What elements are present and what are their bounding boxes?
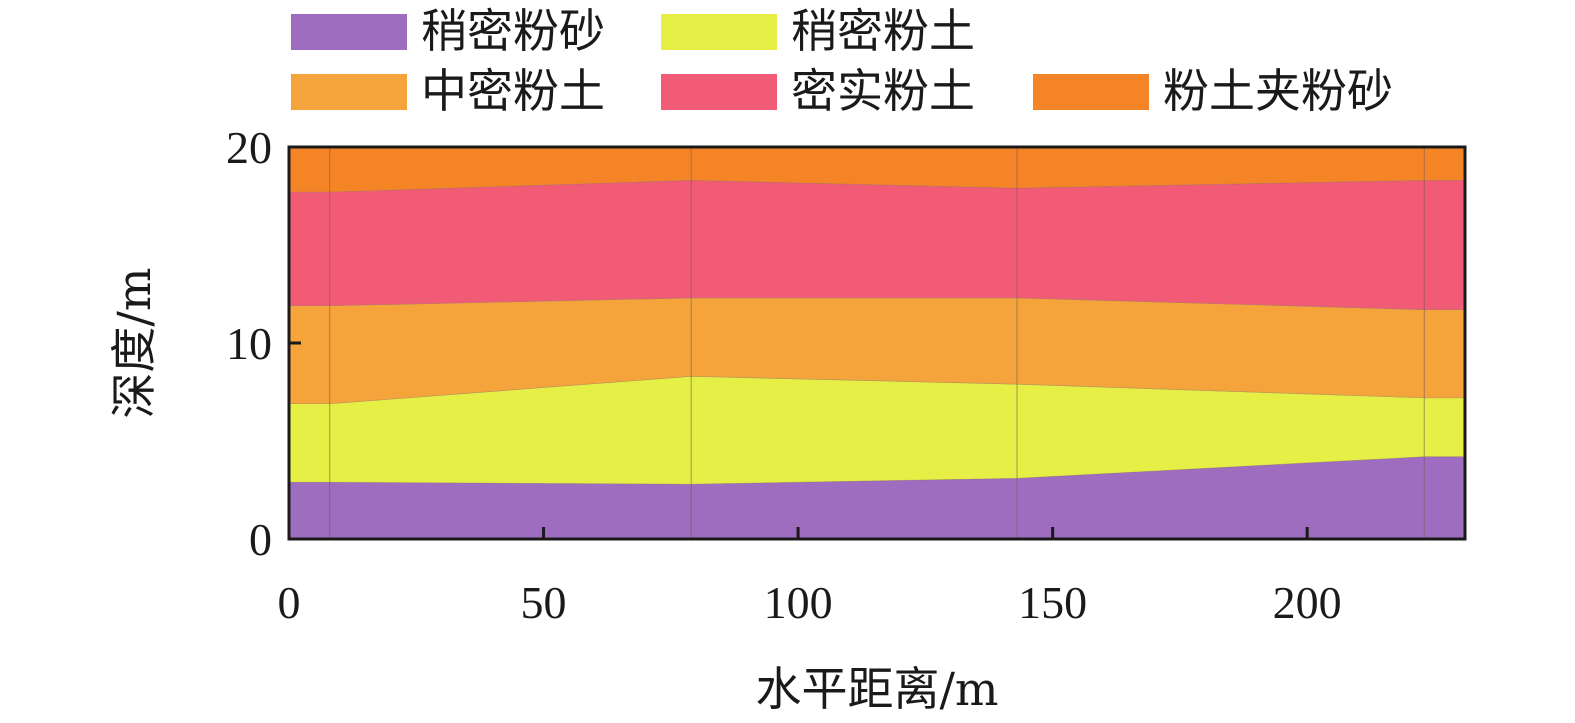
- y-tick-label-20: 20: [226, 122, 272, 173]
- legend-label-4: 密实粉土: [791, 64, 975, 118]
- y-axis-title: 深度/m: [107, 267, 161, 418]
- x-axis-title: 水平距离/m: [755, 662, 998, 716]
- legend-swatch-2: [661, 14, 777, 50]
- legend-swatch-1: [291, 14, 407, 50]
- legend-label-2: 稍密粉土: [791, 4, 975, 58]
- y-tick-label-10: 10: [226, 318, 272, 369]
- borehole-lines-group: [329, 147, 1425, 539]
- x-tick-label-50: 50: [521, 577, 567, 628]
- legend-swatch-5: [1033, 74, 1149, 110]
- x-tick-label-200: 200: [1273, 577, 1342, 628]
- legend-label-5: 粉土夹粉砂: [1163, 64, 1393, 118]
- legend-swatch-4: [661, 74, 777, 110]
- ticks-group: 0 50 100 150 200 0 10 20: [226, 122, 1342, 628]
- layers-group: [288, 146, 1466, 540]
- legend-swatch-3: [291, 74, 407, 110]
- x-tick-label-150: 150: [1018, 577, 1087, 628]
- y-tick-label-0: 0: [249, 514, 272, 565]
- legend-label-1: 稍密粉砂: [421, 4, 605, 58]
- layer-4: [288, 180, 1466, 310]
- x-tick-label-0: 0: [278, 577, 301, 628]
- x-tick-label-100: 100: [764, 577, 833, 628]
- legend-label-3: 中密粉土: [421, 64, 605, 118]
